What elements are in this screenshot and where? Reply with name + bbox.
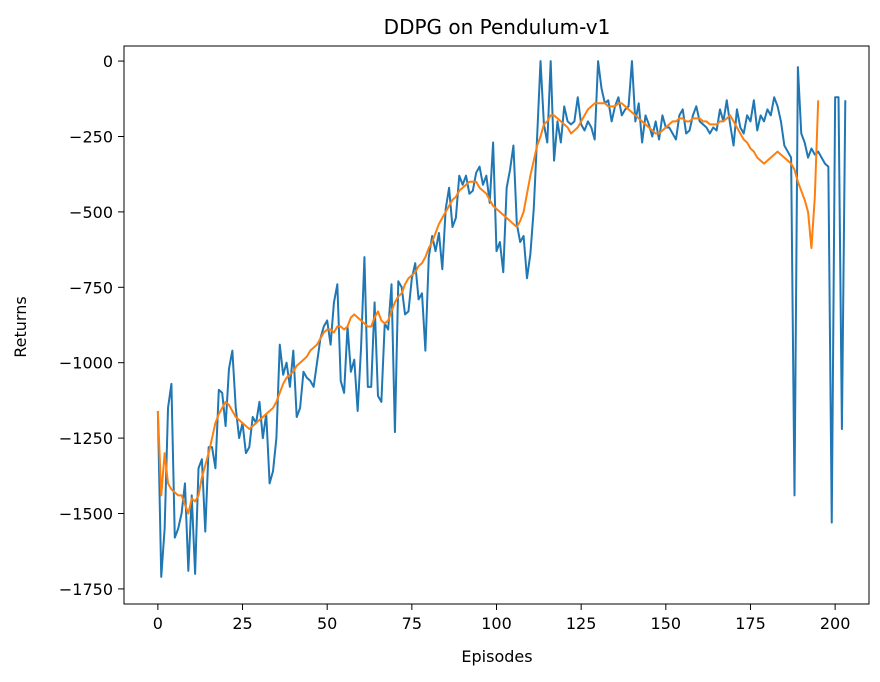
y-tick-label: −500 <box>69 203 113 222</box>
x-tick-label: 200 <box>820 614 851 633</box>
x-tick-label: 25 <box>232 614 252 633</box>
series-line-moving-average <box>156 100 820 515</box>
y-tick-label: −1250 <box>59 429 113 448</box>
y-tick-label: −1000 <box>59 354 113 373</box>
y-tick-label: −250 <box>69 127 113 146</box>
x-tick-label: 175 <box>735 614 766 633</box>
x-tick-label: 100 <box>481 614 512 633</box>
y-axis-label: Returns <box>11 296 30 357</box>
x-tick-label: 75 <box>402 614 422 633</box>
series-group <box>156 60 847 578</box>
x-tick-label: 50 <box>317 614 337 633</box>
y-tick-label: −1750 <box>59 580 113 599</box>
y-tick-label: −750 <box>69 278 113 297</box>
series-line-returns <box>156 60 847 578</box>
chart-title: DDPG on Pendulum-v1 <box>384 15 611 39</box>
x-tick-label: 150 <box>651 614 682 633</box>
x-axis-label: Episodes <box>461 647 532 666</box>
plot-frame <box>123 45 870 605</box>
x-tick-label: 0 <box>153 614 163 633</box>
y-tick-label: −1500 <box>59 505 113 524</box>
x-tick-label: 125 <box>566 614 597 633</box>
y-tick-label: 0 <box>103 52 113 71</box>
axis-ticks: 0 25 50 75 100 125 150 175 200 0 −250 −500 −750 −1000… <box>59 52 851 633</box>
